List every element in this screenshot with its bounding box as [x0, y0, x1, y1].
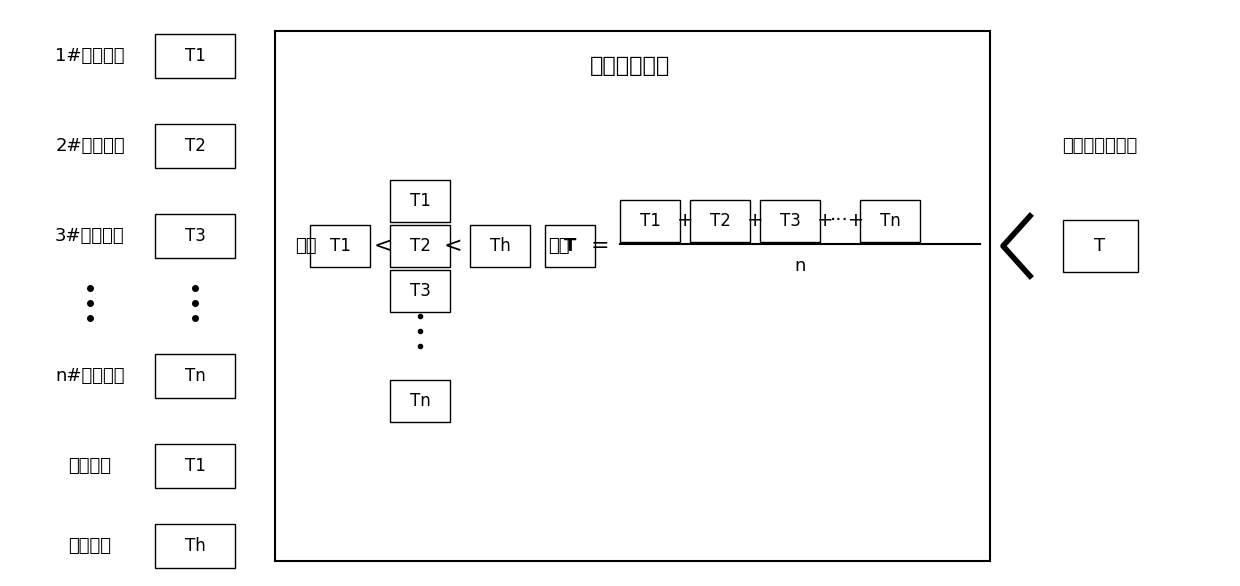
Text: T2: T2 — [185, 137, 206, 155]
Text: Th: Th — [490, 237, 511, 255]
Bar — [155, 524, 236, 568]
Text: 高值基准: 高值基准 — [68, 537, 112, 555]
Bar — [546, 225, 595, 267]
Text: =: = — [590, 236, 609, 256]
Text: T1: T1 — [640, 212, 661, 230]
Text: T1: T1 — [185, 47, 206, 65]
Text: T: T — [564, 237, 577, 255]
Text: 实时室温参考值: 实时室温参考值 — [1063, 137, 1137, 155]
Text: Tn: Tn — [879, 212, 900, 230]
Bar — [155, 354, 236, 398]
Text: T3: T3 — [780, 212, 801, 230]
Text: <: < — [373, 236, 392, 256]
Bar — [155, 124, 236, 168]
Text: 1#用户室温: 1#用户室温 — [56, 47, 125, 65]
Text: +: + — [677, 212, 693, 230]
Text: n#用户室温: n#用户室温 — [56, 367, 125, 385]
Text: +: + — [817, 212, 833, 230]
Bar — [689, 200, 750, 242]
Text: 低值基准: 低值基准 — [68, 457, 112, 475]
Text: T3: T3 — [185, 227, 206, 245]
Bar — [155, 214, 236, 258]
Text: ···+: ···+ — [831, 212, 866, 230]
Bar — [470, 225, 529, 267]
Text: T3: T3 — [409, 282, 430, 300]
Text: +: + — [746, 212, 764, 230]
Bar — [275, 31, 990, 561]
Bar — [620, 200, 680, 242]
Bar — [861, 200, 920, 242]
Text: n: n — [795, 257, 806, 275]
Text: T1: T1 — [330, 237, 351, 255]
Text: T: T — [1095, 237, 1106, 255]
Text: T2: T2 — [709, 212, 730, 230]
Bar — [1063, 220, 1137, 272]
Text: <: < — [444, 236, 463, 256]
Bar — [760, 200, 820, 242]
Text: T1: T1 — [185, 457, 206, 475]
Bar — [310, 225, 370, 267]
Text: 则：: 则： — [548, 237, 569, 255]
Bar — [155, 34, 236, 78]
Text: T2: T2 — [409, 237, 430, 255]
Text: T1: T1 — [409, 192, 430, 210]
Bar — [391, 270, 450, 312]
Bar — [391, 180, 450, 222]
Text: 若：: 若： — [295, 237, 316, 255]
Bar — [155, 444, 236, 488]
Text: 室温计算规则: 室温计算规则 — [590, 56, 670, 76]
Text: 3#用户室温: 3#用户室温 — [56, 227, 125, 245]
Text: Tn: Tn — [409, 392, 430, 410]
Text: Th: Th — [185, 537, 206, 555]
Bar — [391, 380, 450, 422]
Bar — [391, 225, 450, 267]
Text: 2#用户室温: 2#用户室温 — [56, 137, 125, 155]
Text: Tn: Tn — [185, 367, 206, 385]
